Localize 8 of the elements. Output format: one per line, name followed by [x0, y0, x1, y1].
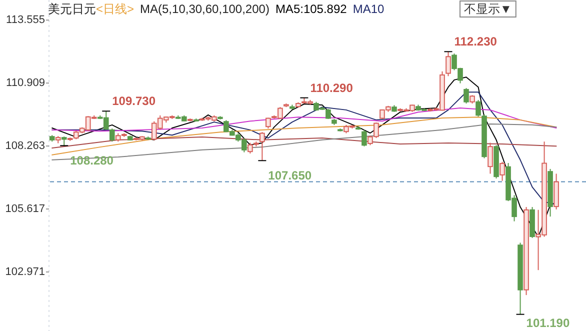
annotation: 110.290 [310, 80, 354, 95]
annotation: 109.730 [112, 94, 156, 108]
annotation: 不显示▼ [464, 2, 512, 16]
subtitle: <日线> [96, 2, 134, 16]
annotation: 107.650 [268, 168, 312, 183]
title: 美元日元 [48, 2, 96, 16]
annotation: 112.230 [454, 34, 498, 49]
annotation: 101.190 [526, 316, 570, 330]
